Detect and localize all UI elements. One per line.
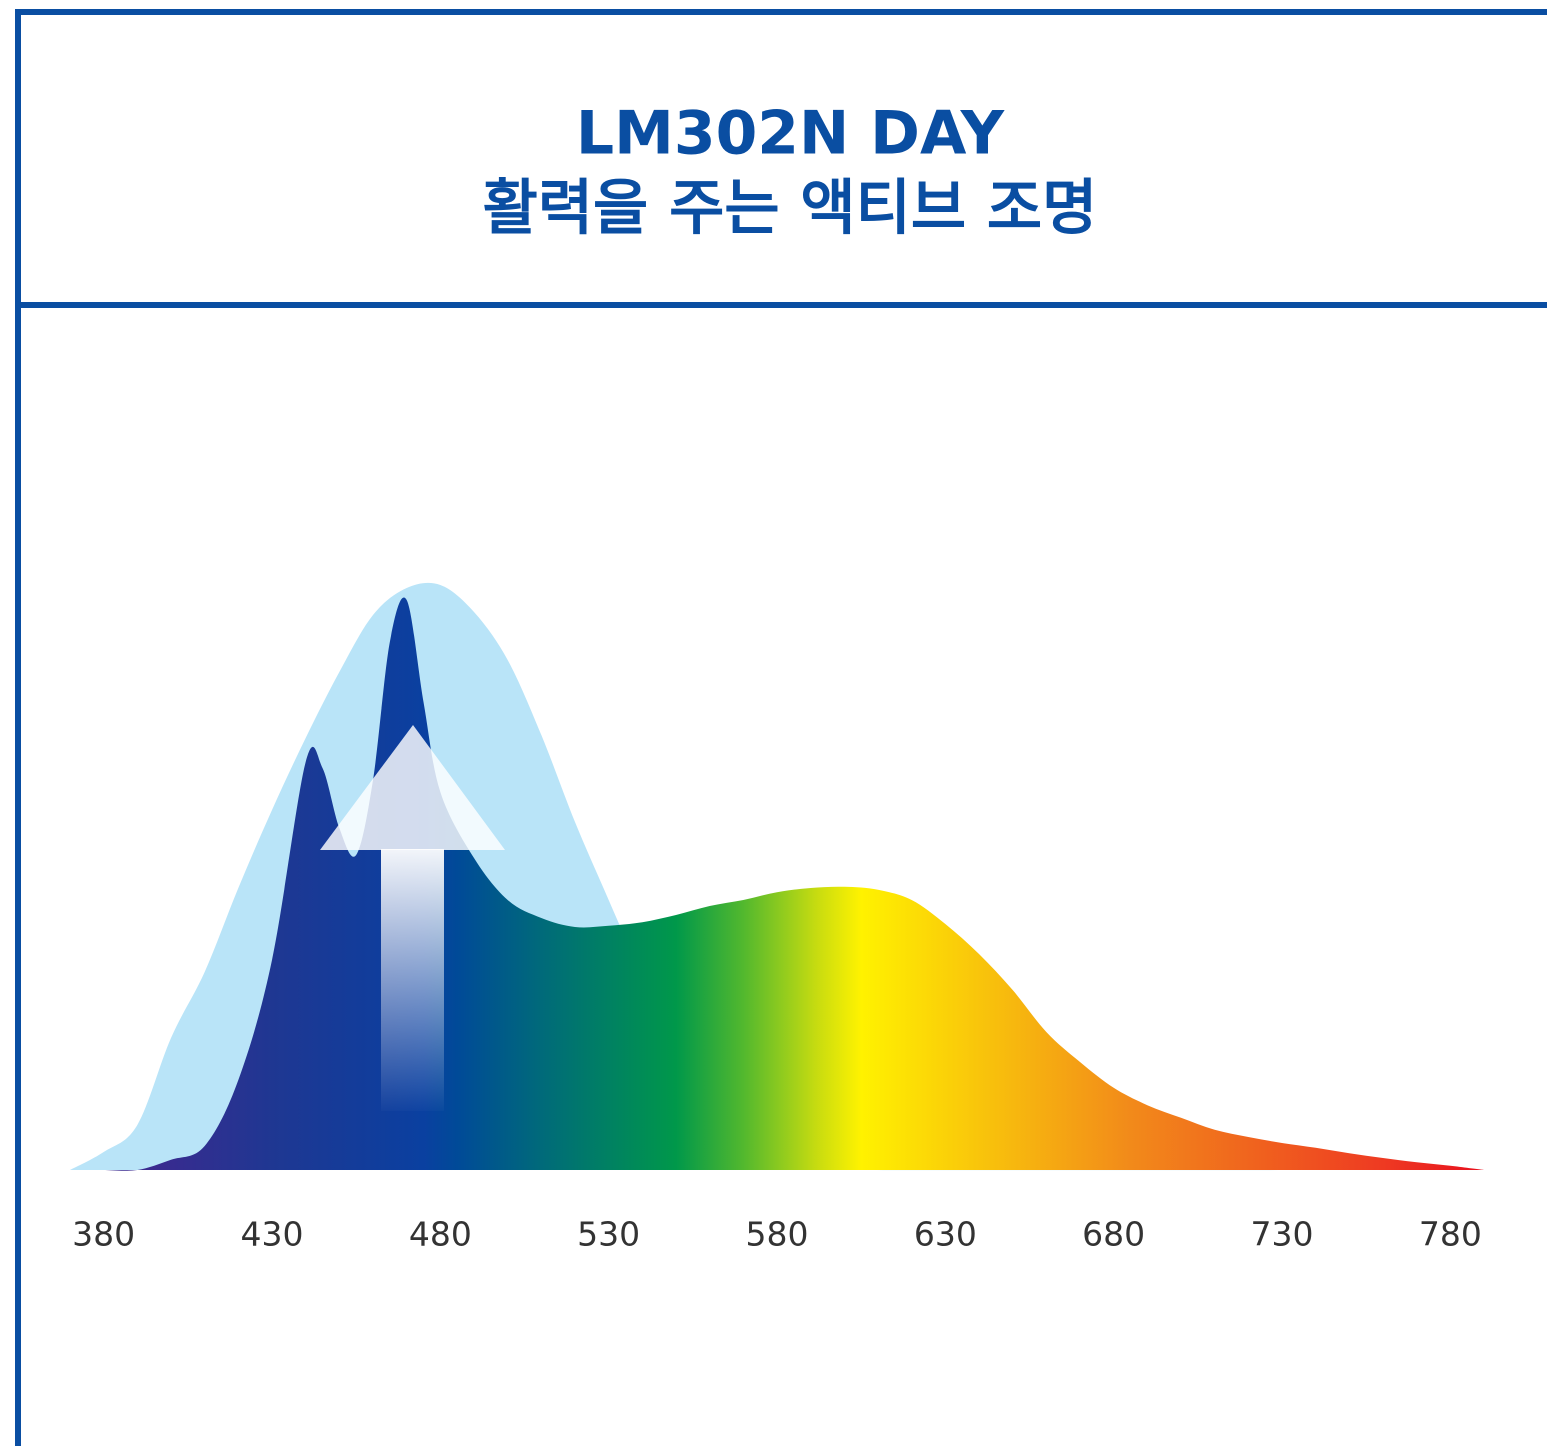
x-tick-label: 680 bbox=[1082, 1215, 1145, 1254]
x-tick-label: 380 bbox=[72, 1215, 135, 1254]
x-tick-label: 630 bbox=[914, 1215, 977, 1254]
chart-title: LM302N DAY bbox=[576, 99, 1006, 169]
x-tick-label: 580 bbox=[746, 1215, 809, 1254]
plot bbox=[70, 582, 1485, 1171]
x-tick-label: 780 bbox=[1419, 1215, 1482, 1254]
chart-subtitle: 활력을 주는 액티브 조명 bbox=[483, 174, 1098, 244]
x-tick-label: 730 bbox=[1251, 1215, 1314, 1254]
spectrum-area bbox=[103, 597, 1485, 1171]
arrow-shaft bbox=[381, 849, 444, 1111]
x-tick-label: 480 bbox=[409, 1215, 472, 1254]
arrow-head bbox=[320, 725, 505, 850]
x-tick-label: 530 bbox=[577, 1215, 640, 1254]
arrow bbox=[320, 725, 505, 1111]
x-tick-label: 430 bbox=[241, 1215, 304, 1254]
